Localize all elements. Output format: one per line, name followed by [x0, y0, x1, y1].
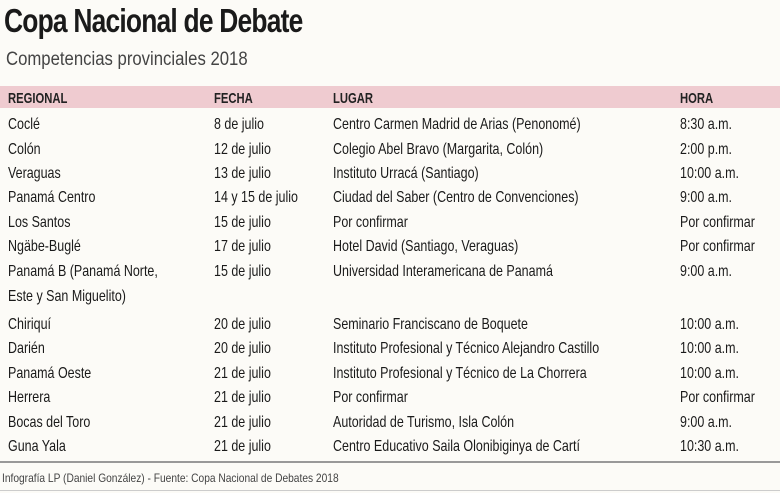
table-cell: Instituto Profesional y Técnico de La Ch… [333, 365, 587, 382]
table-cell: Universidad Interamericana de Panamá [333, 263, 553, 280]
table-cell: Hotel David (Santiago, Veraguas) [333, 238, 519, 255]
footer-credit: Infografía LP (Daniel González) - Fuente… [2, 471, 339, 485]
table-cell: Por confirmar [680, 214, 755, 231]
divider [0, 461, 780, 463]
table-cell: 15 de julio [214, 214, 271, 231]
table-cell: Colegio Abel Bravo (Margarita, Colón) [333, 141, 544, 158]
table-cell: Darién [8, 340, 45, 357]
table-cell: 9:00 a.m. [680, 414, 733, 431]
page-subtitle: Competencias provinciales 2018 [6, 49, 248, 70]
page-title: Copa Nacional de Debate [4, 2, 303, 39]
table-cell: 10:30 a.m. [680, 438, 739, 455]
table-cell: 10:00 a.m. [680, 365, 739, 382]
table-cell: Chiriquí [8, 316, 52, 333]
table-cell: Centro Carmen Madrid de Arias (Penonomé) [333, 116, 581, 133]
table-cell: Por confirmar [333, 389, 408, 406]
table-cell: 10:00 a.m. [680, 165, 739, 182]
table-cell: Los Santos [8, 214, 71, 231]
table-cell: Panamá Oeste [8, 365, 92, 382]
table-cell: Instituto Urracá (Santiago) [333, 165, 479, 182]
table-cell: 21 de julio [214, 365, 271, 382]
table-cell: Este y San Miguelito) [8, 288, 126, 305]
table-cell: 2:00 p.m. [680, 141, 733, 158]
table-cell: 21 de julio [214, 414, 271, 431]
table-cell: Guna Yala [8, 438, 66, 455]
table-cell: Instituto Profesional y Técnico Alejandr… [333, 340, 600, 357]
table-cell: 17 de julio [214, 238, 271, 255]
table-cell: 15 de julio [214, 263, 271, 280]
table-cell: Veraguas [8, 165, 61, 182]
table-cell: 10:00 a.m. [680, 340, 739, 357]
table-cell: 21 de julio [214, 389, 271, 406]
column-header: REGIONAL [8, 90, 68, 107]
table-cell: 20 de julio [214, 340, 271, 357]
table-header [0, 86, 780, 108]
divider [0, 490, 780, 491]
table-cell: Bocas del Toro [8, 414, 91, 431]
table-cell: Por confirmar [680, 238, 755, 255]
table-cell: 12 de julio [214, 141, 271, 158]
table-cell: Herrera [8, 389, 51, 406]
column-header: LUGAR [333, 90, 373, 107]
table-cell: 10:00 a.m. [680, 316, 739, 333]
table-cell: Centro Educativo Saila Olonibiginya de C… [333, 438, 580, 455]
table-cell: Ciudad del Saber (Centro de Convenciones… [333, 189, 579, 206]
table-cell: Por confirmar [333, 214, 408, 231]
table-cell: 8:30 a.m. [680, 116, 733, 133]
table-cell: 13 de julio [214, 165, 271, 182]
table-cell: 9:00 a.m. [680, 189, 733, 206]
table-cell: Autoridad de Turismo, Isla Colón [333, 414, 515, 431]
table-cell: Ngäbe-Buglé [8, 238, 81, 255]
table-cell: Panamá B (Panamá Norte, [8, 263, 158, 280]
column-header: FECHA [214, 90, 253, 107]
table-cell: Por confirmar [680, 389, 755, 406]
table-cell: Colón [8, 141, 41, 158]
table-cell: 20 de julio [214, 316, 271, 333]
table-cell: 21 de julio [214, 438, 271, 455]
table-cell: 9:00 a.m. [680, 263, 733, 280]
table-cell: Coclé [8, 116, 40, 133]
table-cell: Panamá Centro [8, 189, 96, 206]
table-cell: Seminario Franciscano de Boquete [333, 316, 528, 333]
table-cell: 8 de julio [214, 116, 264, 133]
column-header: HORA [680, 90, 714, 107]
table-cell: 14 y 15 de julio [214, 189, 298, 206]
